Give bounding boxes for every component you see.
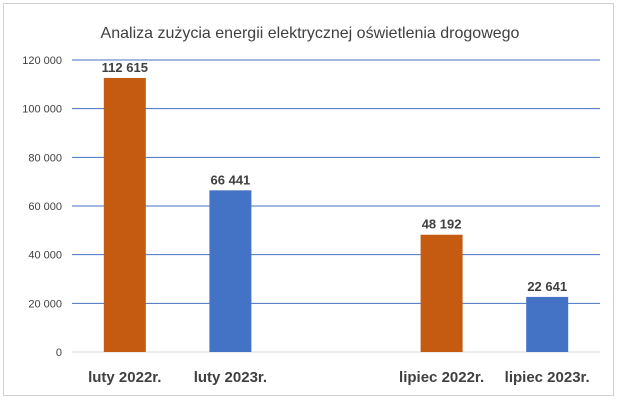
bar xyxy=(209,190,252,352)
chart-title: Analiza zużycia energii elektrycznej ośw… xyxy=(101,25,520,42)
data-labels: 112 615 66 441 48 192 22 641 xyxy=(102,60,567,294)
bar xyxy=(103,77,146,353)
x-tick-label: luty 2023r. xyxy=(194,369,267,386)
data-label: 66 441 xyxy=(211,172,251,187)
y-tick-label: 120 000 xyxy=(22,55,62,67)
x-axis-labels: luty 2022r. luty 2023r. lipiec 2022r. lipie… xyxy=(88,369,590,386)
x-tick-label: luty 2022r. xyxy=(88,369,161,386)
bars xyxy=(103,77,569,353)
data-label: 48 192 xyxy=(422,217,462,232)
y-tick-label: 100 000 xyxy=(22,104,62,116)
y-tick-label: 20 000 xyxy=(28,298,62,310)
y-tick-label: 60 000 xyxy=(28,201,62,213)
x-tick-label: lipiec 2022r. xyxy=(399,369,484,386)
data-label: 112 615 xyxy=(102,60,148,75)
data-label: 22 641 xyxy=(527,279,567,294)
bar xyxy=(526,296,569,352)
y-tick-label: 0 xyxy=(56,347,62,359)
bar xyxy=(420,234,463,352)
gridlines xyxy=(72,59,600,353)
x-tick-label: lipiec 2023r. xyxy=(505,369,590,386)
y-axis-ticks: 0 20 000 40 000 60 000 80 000 100 000 120 000 xyxy=(22,55,62,359)
y-tick-label: 80 000 xyxy=(28,152,62,164)
y-tick-label: 40 000 xyxy=(28,250,62,262)
